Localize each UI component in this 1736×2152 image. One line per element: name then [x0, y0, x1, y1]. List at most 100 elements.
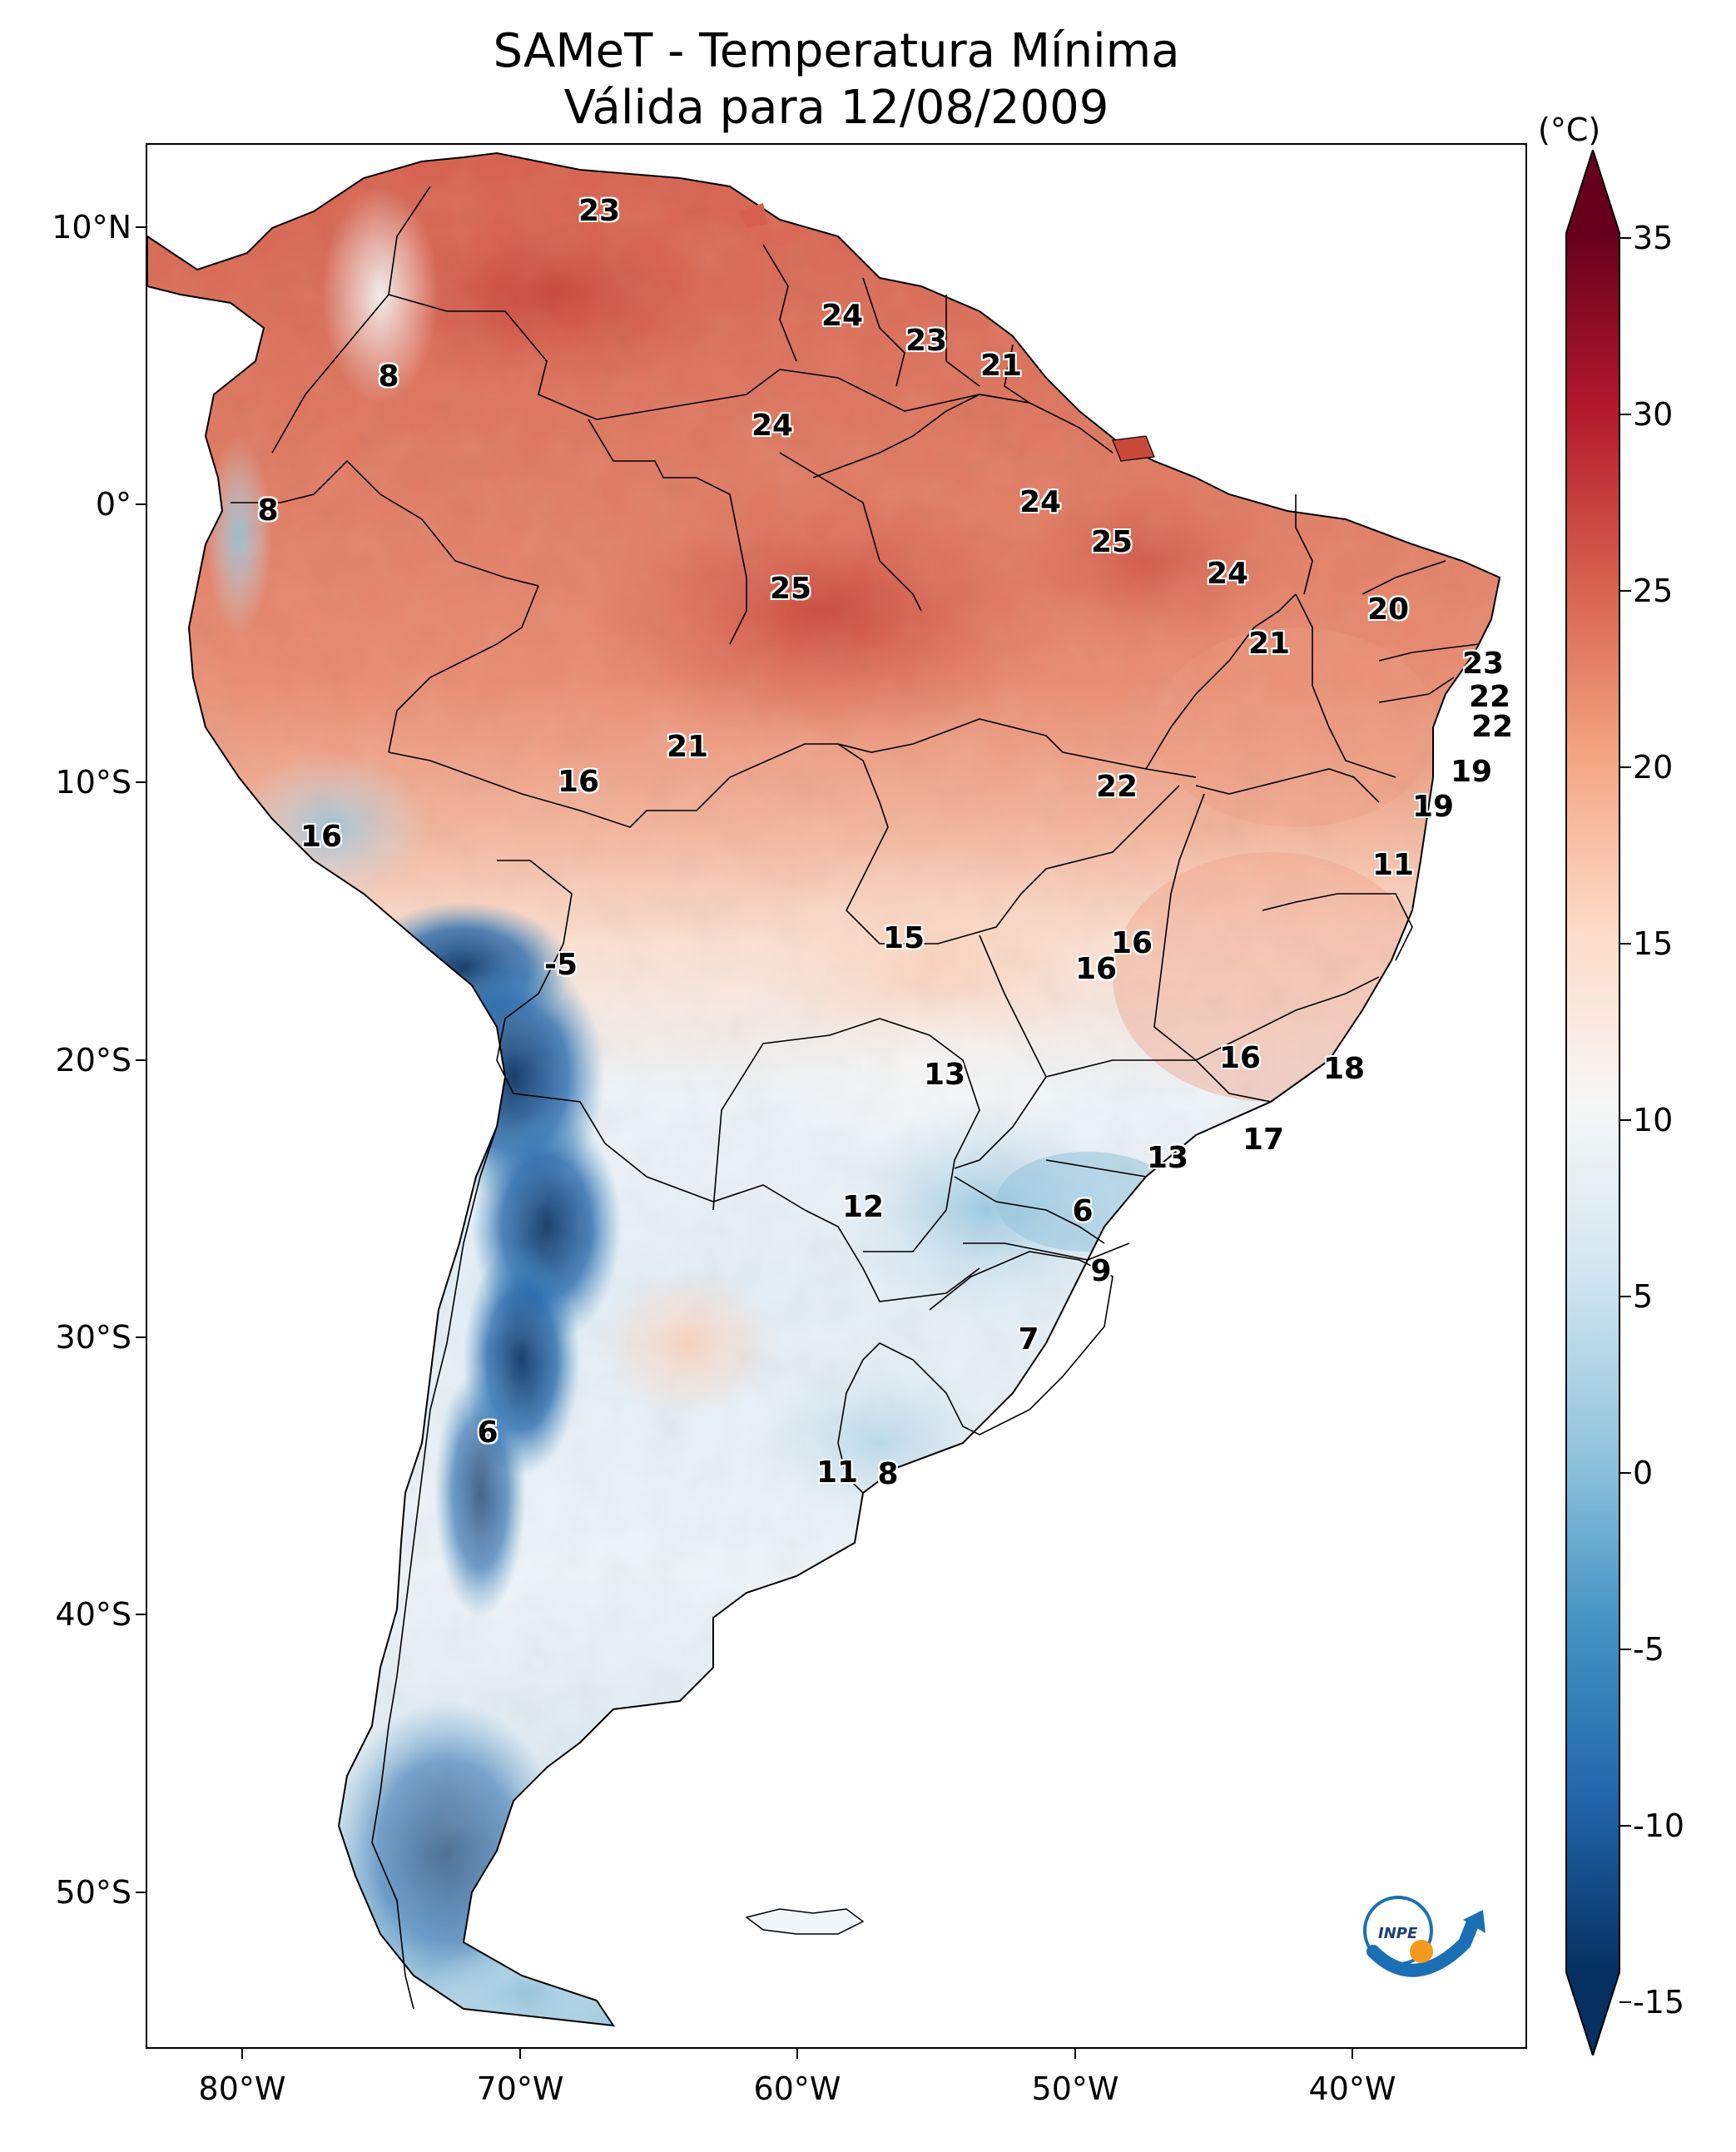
city-temp-label: 8 [257, 493, 279, 528]
city-temp-label: 6 [1072, 1194, 1094, 1228]
city-temp-label: 24 [751, 409, 794, 443]
map-title: SAMeT - Temperatura Mínima Válida para 1… [146, 23, 1527, 136]
lat-label: 20°S [55, 1042, 131, 1078]
lon-label: 40°W [1308, 2070, 1396, 2107]
colorbar-label: -5 [1633, 1631, 1664, 1668]
city-temp-label: 23 [578, 194, 621, 228]
lat-label: 0° [95, 486, 131, 523]
lon-tick [519, 2049, 521, 2059]
logo-sun [1410, 1940, 1433, 1963]
lat-label: 30°S [55, 1319, 131, 1356]
colorbar-label: 30 [1633, 396, 1674, 433]
colorbar-label: 25 [1633, 573, 1674, 609]
lat-tick [136, 1336, 146, 1338]
colorbar-tick [1619, 1119, 1631, 1121]
city-temp-label: -5 [544, 948, 578, 982]
city-temp-label: 24 [1019, 485, 1062, 519]
city-temp-label: 19 [1450, 755, 1493, 789]
lat-label: 10°S [55, 764, 131, 801]
island-caribbean [738, 203, 767, 228]
colorbar-label: 5 [1633, 1278, 1654, 1315]
temperature-map [147, 151, 1501, 2027]
colorbar-tick [1619, 1296, 1631, 1297]
colorbar-tick [1619, 766, 1631, 768]
lat-label: 40°S [55, 1596, 131, 1633]
city-temp-label: 22 [1471, 710, 1514, 744]
city-temp-label: 8 [877, 1457, 899, 1491]
lon-label: 80°W [198, 2070, 286, 2107]
city-temp-label: 11 [816, 1455, 859, 1490]
title-line-2: Válida para 12/08/2009 [563, 81, 1109, 135]
city-temp-label: 16 [300, 820, 343, 854]
colorbar-tick [1619, 414, 1631, 415]
city-temp-label: 12 [841, 1190, 885, 1224]
logo-arrow [1463, 1910, 1486, 1933]
city-temp-label: 6 [477, 1416, 498, 1450]
city-temp-label: 20 [1366, 593, 1410, 627]
city-temp-label: 11 [1371, 848, 1415, 882]
city-temp-label: 17 [1242, 1123, 1285, 1157]
logo-swoosh [1366, 1916, 1480, 1977]
colorbar-tick [1619, 2001, 1631, 2003]
map-frame [146, 143, 1527, 2049]
island-marajo [1112, 435, 1155, 462]
lat-tick [136, 1614, 146, 1615]
colorbar-label: -15 [1633, 1984, 1685, 2021]
lon-tick [1074, 2049, 1076, 2059]
city-temp-label: 7 [1018, 1322, 1039, 1356]
lat-label: 10°N [52, 209, 131, 245]
lat-tick [136, 1892, 146, 1893]
colorbar-tick [1619, 590, 1631, 592]
lat-tick [136, 503, 146, 505]
lon-tick [796, 2049, 798, 2059]
colorbar-label: 20 [1633, 749, 1674, 786]
city-temp-label: 23 [1461, 647, 1505, 681]
city-temp-label: 21 [1247, 627, 1291, 661]
lon-tick [1352, 2049, 1353, 2059]
city-temp-label: 13 [1146, 1141, 1189, 1175]
colorbar-unit: (°C) [1538, 112, 1601, 148]
city-temp-label: 15 [882, 921, 925, 955]
lon-tick [241, 2049, 243, 2059]
colorbar-label: -10 [1633, 1807, 1685, 1844]
city-temp-label: 22 [1095, 770, 1138, 804]
lon-label: 60°W [753, 2070, 841, 2107]
colorbar-label: 0 [1633, 1455, 1654, 1491]
title-line-1: SAMeT - Temperatura Mínima [493, 24, 1180, 78]
city-temp-label: 9 [1090, 1254, 1112, 1288]
city-temp-label: 25 [1090, 525, 1133, 559]
city-temp-label: 8 [378, 359, 399, 394]
inpe-logo: INPE [1363, 1896, 1486, 1977]
city-temp-label: 25 [769, 572, 812, 606]
lat-tick [136, 1059, 146, 1061]
city-temp-label: 24 [821, 299, 864, 333]
colorbar-label: 35 [1633, 220, 1674, 256]
city-temp-label: 23 [905, 324, 948, 358]
city-temp-label: 16 [557, 765, 600, 799]
lat-tick [136, 781, 146, 783]
city-temp-label: 19 [1411, 790, 1455, 824]
city-temp-label: 16 [1074, 952, 1118, 986]
colorbar-tick [1619, 1472, 1631, 1474]
lat-label: 50°S [55, 1874, 131, 1911]
colorbar-tick [1619, 943, 1631, 945]
lon-label: 70°W [476, 2070, 564, 2107]
city-temp-label: 16 [1218, 1041, 1262, 1075]
city-temp-label: 21 [980, 349, 1023, 383]
coastline [147, 151, 1501, 2027]
city-temp-label: 18 [1322, 1052, 1366, 1086]
logo-text: INPE [1378, 1925, 1418, 1942]
city-temp-label: 24 [1206, 557, 1249, 591]
colorbar-tick [1619, 1649, 1631, 1650]
colorbar-tick [1619, 1825, 1631, 1827]
colorbar-tick [1619, 237, 1631, 239]
city-temp-label: 16 [1110, 926, 1153, 960]
lon-label: 50°W [1031, 2070, 1119, 2107]
colorbar-label: 10 [1633, 1102, 1674, 1138]
colorbar-body [1565, 150, 1620, 2055]
island-falklands [745, 1908, 865, 1935]
city-temp-label: 13 [923, 1058, 966, 1092]
city-temp-label: 22 [1468, 680, 1511, 714]
political-borders [231, 186, 1480, 2010]
lat-tick [136, 226, 146, 228]
